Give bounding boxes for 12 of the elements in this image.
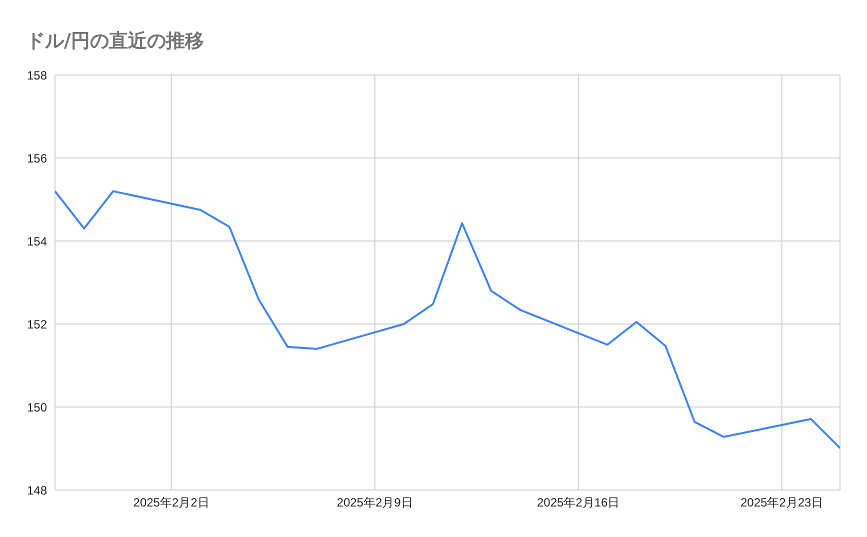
y-tick-label: 152 <box>26 317 48 332</box>
y-tick-label: 156 <box>26 151 48 166</box>
x-tick-label: 2025年2月9日 <box>336 496 413 510</box>
y-tick-label: 148 <box>26 483 48 498</box>
y-tick-label: 154 <box>26 234 48 248</box>
x-tick-label: 2025年2月2日 <box>133 496 210 510</box>
line-series <box>55 190 840 450</box>
y-tick-label: 150 <box>26 400 48 414</box>
x-tick-label: 2025年2月16日 <box>536 496 620 510</box>
chart-title: ドル/円の直近の推移 <box>25 29 205 54</box>
y-tick-label: 158 <box>26 68 48 82</box>
x-tick-label: 2025年2月23日 <box>740 496 824 510</box>
